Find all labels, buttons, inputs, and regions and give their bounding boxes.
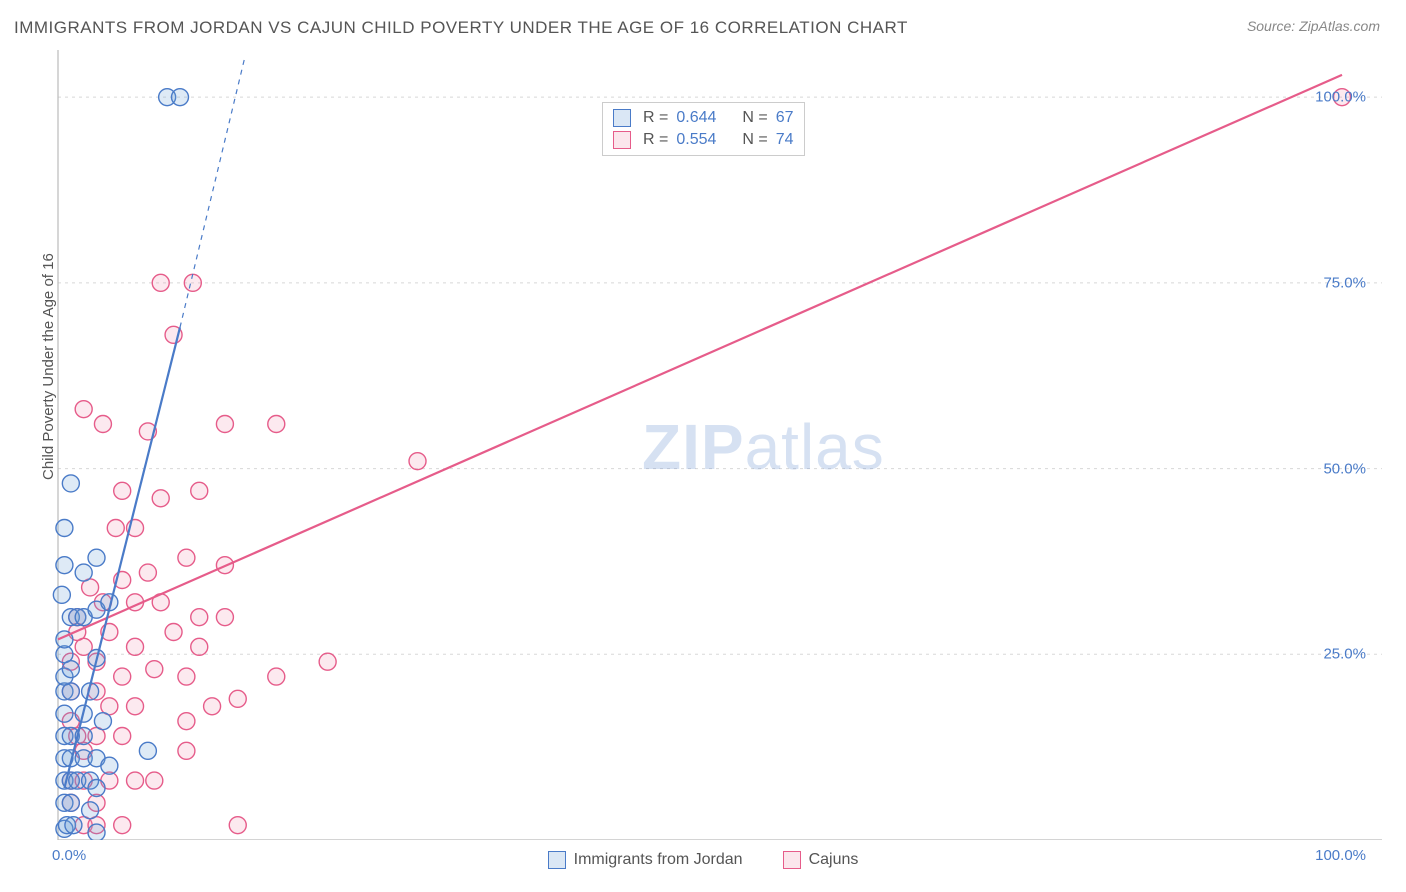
n-value: 67 (776, 109, 794, 127)
source-attribution: Source: ZipAtlas.com (1247, 18, 1380, 34)
r-value: 0.554 (676, 131, 716, 149)
chart-title: IMMIGRANTS FROM JORDAN VS CAJUN CHILD PO… (14, 18, 908, 38)
source-name: ZipAtlas.com (1299, 18, 1380, 34)
legend-swatch (613, 109, 631, 127)
bottom-legend: Immigrants from Jordan Cajuns (0, 851, 1406, 874)
legend-swatch (548, 851, 566, 869)
y-axis-tick: 100.0% (1315, 89, 1366, 106)
r-label: R = (643, 109, 668, 127)
n-label: N = (742, 131, 767, 149)
y-axis-tick: 25.0% (1323, 646, 1366, 663)
chart-container: IMMIGRANTS FROM JORDAN VS CAJUN CHILD PO… (0, 0, 1406, 892)
y-axis-tick: 75.0% (1323, 274, 1366, 291)
source-prefix: Source: (1247, 18, 1299, 34)
correlation-legend-row: R = 0.644 N = 67 (613, 107, 794, 129)
legend-swatch (613, 131, 631, 149)
chart-area: Child Poverty Under the Age of 16 ZIPatl… (52, 50, 1382, 840)
r-value: 0.644 (676, 109, 716, 127)
bottom-legend-item: Cajuns (783, 851, 859, 869)
r-label: R = (643, 131, 668, 149)
bottom-legend-item: Immigrants from Jordan (548, 851, 743, 869)
scatter-plot-svg (52, 50, 1382, 840)
n-label: N = (742, 109, 767, 127)
correlation-legend: R = 0.644 N = 67 R = 0.554 N = 74 (602, 102, 805, 156)
correlation-legend-row: R = 0.554 N = 74 (613, 129, 794, 151)
bottom-legend-label: Cajuns (809, 851, 859, 869)
n-value: 74 (776, 131, 794, 149)
bottom-legend-label: Immigrants from Jordan (574, 851, 743, 869)
legend-swatch (783, 851, 801, 869)
y-axis-tick: 50.0% (1323, 460, 1366, 477)
